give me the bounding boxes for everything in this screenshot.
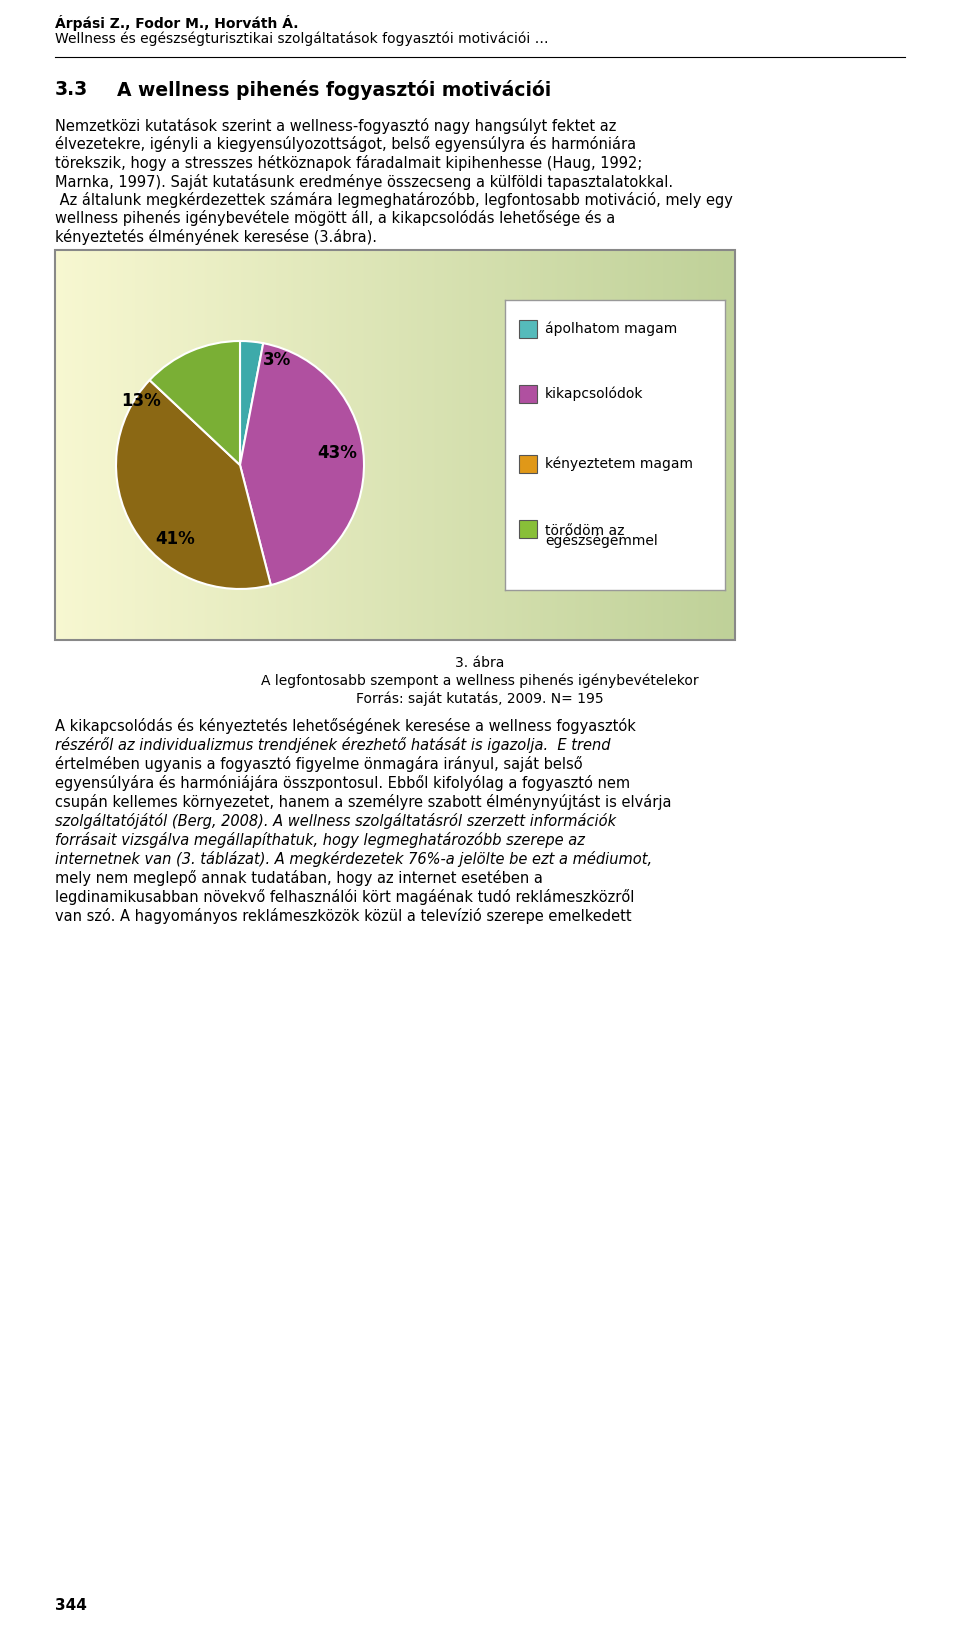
Text: csupán kellemes környezetet, hanem a személyre szabott élménynyújtást is elvárja: csupán kellemes környezetet, hanem a sze…	[55, 794, 671, 811]
Text: kényeztetem magam: kényeztetem magam	[545, 457, 693, 470]
Text: A legfontosabb szempont a wellness pihenés igénybevételekor: A legfontosabb szempont a wellness pihen…	[261, 674, 699, 689]
Text: A wellness pihenés fogyasztói motivációi: A wellness pihenés fogyasztói motivációi	[117, 80, 551, 99]
Text: Wellness és egészségturisztikai szolgáltatások fogyasztói motivációi …: Wellness és egészségturisztikai szolgált…	[55, 33, 548, 47]
Text: ápolhatom magam: ápolhatom magam	[545, 322, 677, 337]
Text: egészségemmel: egészségemmel	[545, 534, 658, 549]
Wedge shape	[240, 344, 364, 584]
Text: mely nem meglepő annak tudatában, hogy az internet esetében a: mely nem meglepő annak tudatában, hogy a…	[55, 869, 542, 886]
Text: egyensúlyára és harmóniájára összpontosul. Ebből kifolyólag a fogyasztó nem: egyensúlyára és harmóniájára összpontosu…	[55, 775, 630, 791]
Text: 41%: 41%	[156, 531, 196, 549]
Text: wellness pihenés igénybevétele mögött áll, a kikapcsolódás lehetősége és a: wellness pihenés igénybevétele mögött ál…	[55, 210, 615, 226]
Text: Forrás: saját kutatás, 2009. N= 195: Forrás: saját kutatás, 2009. N= 195	[356, 692, 604, 707]
Text: szolgáltatójától (Berg, 2008). A wellness szolgáltatásról szerzett információk: szolgáltatójától (Berg, 2008). A wellnes…	[55, 812, 616, 829]
Bar	[519, 384, 537, 404]
Text: élvezetekre, igényli a kiegyensúlyozottságot, belső egyensúlyra és harmóniára: élvezetekre, igényli a kiegyensúlyozotts…	[55, 137, 636, 153]
Text: 3%: 3%	[263, 350, 291, 368]
Bar	[519, 519, 537, 537]
Text: forrásait vizsgálva megállapíthatuk, hogy legmeghatározóbb szerepe az: forrásait vizsgálva megállapíthatuk, hog…	[55, 832, 585, 848]
Text: legdinamikusabban növekvő felhasználói kört magáénak tudó reklámeszközről: legdinamikusabban növekvő felhasználói k…	[55, 889, 635, 905]
Text: törekszik, hogy a stresszes hétköznapok fáradalmait kipihenhesse (Haug, 1992;: törekszik, hogy a stresszes hétköznapok …	[55, 155, 642, 171]
Wedge shape	[116, 379, 271, 589]
Wedge shape	[150, 340, 240, 466]
Text: Nemzetközi kutatások szerint a wellness-fogyasztó nagy hangsúlyt fektet az: Nemzetközi kutatások szerint a wellness-…	[55, 117, 616, 133]
Bar	[519, 454, 537, 474]
Text: kikapcsolódok: kikapcsolódok	[545, 387, 643, 400]
Text: A kikapcsolódás és kényeztetés lehetőségének keresése a wellness fogyasztók: A kikapcsolódás és kényeztetés lehetőség…	[55, 718, 636, 734]
Text: törődöm az: törődöm az	[545, 524, 625, 537]
Text: Árpási Z., Fodor M., Horváth Á.: Árpási Z., Fodor M., Horváth Á.	[55, 15, 299, 31]
Text: 13%: 13%	[121, 391, 160, 410]
Text: kényeztetés élményének keresése (3.ábra).: kényeztetés élményének keresése (3.ábra)…	[55, 230, 377, 244]
Text: 3. ábra: 3. ábra	[455, 656, 505, 671]
Text: részéről az individualizmus trendjének érezhető hatását is igazolja.  E trend: részéről az individualizmus trendjének é…	[55, 737, 611, 754]
Bar	[55, 251, 735, 640]
Bar	[519, 321, 537, 339]
Text: 3.3: 3.3	[55, 80, 88, 99]
Text: van szó. A hagyományos reklámeszközök közül a televízió szerepe emelkedett: van szó. A hagyományos reklámeszközök kö…	[55, 908, 632, 925]
Wedge shape	[240, 340, 263, 466]
Text: Az általunk megkérdezettek számára legmeghatározóbb, legfontosabb motiváció, mel: Az általunk megkérdezettek számára legme…	[55, 192, 732, 208]
Text: értelmében ugyanis a fogyasztó figyelme önmagára irányul, saját belső: értelmében ugyanis a fogyasztó figyelme …	[55, 755, 583, 772]
Text: 43%: 43%	[317, 443, 357, 462]
Text: Marnka, 1997). Saját kutatásunk eredménye összecseng a külföldi tapasztalatokkal: Marnka, 1997). Saját kutatásunk eredmény…	[55, 174, 673, 189]
Text: internetnek van (3. táblázat). A megkérdezetek 76%-a jelölte be ezt a médiumot,: internetnek van (3. táblázat). A megkérd…	[55, 851, 652, 868]
Text: 344: 344	[55, 1599, 86, 1613]
